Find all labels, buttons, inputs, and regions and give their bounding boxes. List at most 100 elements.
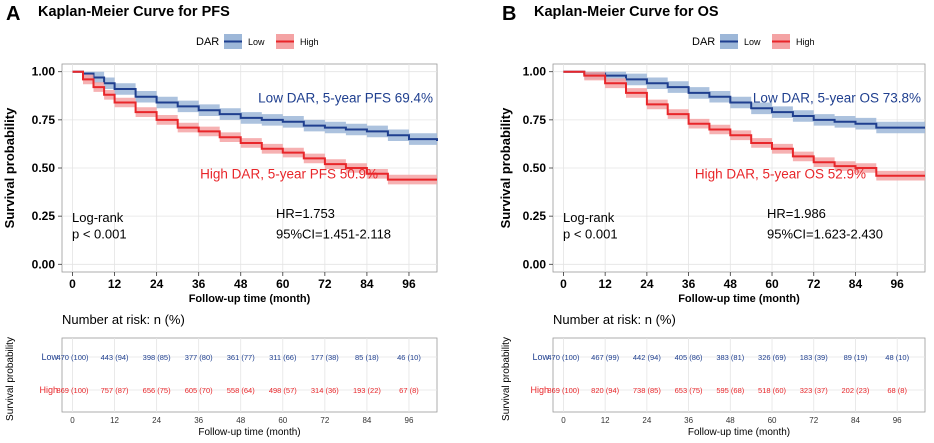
risk-cell: 89 (19)	[844, 353, 868, 362]
risk-cell: 46 (10)	[397, 353, 421, 362]
x-tick-label: 96	[891, 277, 905, 291]
y-axis-title: Survival probability	[498, 107, 513, 228]
x-tick-label: 96	[402, 277, 416, 291]
risk-cell: 383 (81)	[716, 353, 744, 362]
risk-table-area	[552, 337, 926, 413]
y-tick-label: 0.00	[523, 257, 547, 271]
x-tick-label: 60	[765, 277, 779, 291]
risk-x-tick-label: 96	[405, 416, 414, 425]
risk-x-tick-label: 84	[851, 416, 860, 425]
risk-x-tick-label: 72	[809, 416, 818, 425]
risk-x-tick-label: 48	[726, 416, 735, 425]
risk-x-tick-label: 60	[768, 416, 777, 425]
risk-cell: 48 (10)	[885, 353, 909, 362]
confidence-interval: 95%CI=1.623-2.430	[767, 226, 883, 241]
risk-x-tick-label: 12	[110, 416, 119, 425]
risk-x-tick-label: 48	[236, 416, 245, 425]
risk-table-area	[61, 337, 438, 413]
risk-x-axis-title: Follow-up time (month)	[688, 427, 790, 438]
risk-cell: 326 (69)	[758, 353, 786, 362]
hazard-ratio: HR=1.753	[276, 206, 335, 221]
risk-cell: 470 (100)	[56, 353, 89, 362]
risk-cell: 467 (99)	[591, 353, 619, 362]
risk-cell: 820 (94)	[591, 386, 619, 395]
risk-x-tick-label: 60	[278, 416, 287, 425]
y-tick-label: 1.00	[523, 65, 547, 79]
risk-x-axis-title: Follow-up time (month)	[198, 427, 300, 438]
risk-x-tick-label: 0	[561, 416, 566, 425]
risk-x-tick-label: 36	[684, 416, 693, 425]
risk-cell: 518 (60)	[758, 386, 786, 395]
risk-cell: 653 (75)	[675, 386, 703, 395]
risk-x-tick-label: 12	[601, 416, 610, 425]
risk-row-label-low: Low	[532, 352, 549, 362]
legend-title: DAR	[692, 36, 715, 48]
y-tick-label: 0.00	[32, 257, 56, 271]
x-tick-label: 72	[318, 277, 332, 291]
y-tick-label: 0.25	[523, 209, 547, 223]
risk-cell: 177 (38)	[311, 353, 339, 362]
x-tick-label: 24	[150, 277, 164, 291]
risk-cell: 405 (86)	[675, 353, 703, 362]
low-dar-annotation: Low DAR, 5-year PFS 69.4%	[258, 91, 433, 106]
x-tick-label: 12	[108, 277, 122, 291]
p-value: p < 0.001	[563, 226, 618, 241]
risk-cell: 869 (100)	[56, 386, 89, 395]
legend-label-high: High	[300, 37, 319, 47]
risk-cell: 443 (94)	[101, 353, 129, 362]
risk-cell: 202 (23)	[841, 386, 869, 395]
risk-row-label-high: High	[530, 385, 549, 395]
y-axis-title: Survival probability	[2, 107, 17, 228]
x-tick-label: 84	[360, 277, 374, 291]
risk-x-tick-label: 96	[893, 416, 902, 425]
risk-cell: 67 (8)	[399, 386, 419, 395]
risk-cell: 377 (80)	[185, 353, 213, 362]
risk-cell: 193 (22)	[353, 386, 381, 395]
risk-y-axis-title: Survival probability	[501, 337, 512, 421]
low-dar-annotation: Low DAR, 5-year OS 73.8%	[753, 91, 921, 106]
panel-letter: B	[502, 3, 516, 25]
y-tick-label: 0.75	[32, 113, 56, 127]
hazard-ratio: HR=1.986	[767, 206, 826, 221]
y-tick-label: 0.50	[32, 161, 56, 175]
x-tick-label: 60	[276, 277, 290, 291]
x-tick-label: 12	[598, 277, 612, 291]
risk-cell: 595 (68)	[716, 386, 744, 395]
x-tick-label: 36	[682, 277, 696, 291]
x-tick-label: 48	[724, 277, 738, 291]
y-tick-label: 0.75	[523, 113, 547, 127]
km-curve-high	[72, 70, 437, 181]
risk-cell: 314 (36)	[311, 386, 339, 395]
risk-x-tick-label: 72	[320, 416, 329, 425]
x-tick-label: 36	[192, 277, 206, 291]
logrank-label: Log-rank	[563, 210, 615, 225]
km-curve-low	[72, 70, 438, 141]
risk-row-label-high: High	[39, 385, 58, 395]
risk-cell: 68 (8)	[887, 386, 907, 395]
high-dar-annotation: High DAR, 5-year OS 52.9%	[695, 167, 866, 182]
high-dar-annotation: High DAR, 5-year PFS 50.9%	[200, 167, 378, 182]
km-curve-low	[563, 70, 925, 129]
risk-x-tick-label: 24	[642, 416, 651, 425]
x-tick-label: 24	[640, 277, 654, 291]
y-tick-label: 1.00	[32, 65, 56, 79]
km-panel-b: B Kaplan-Meier Curve for OS DAR Low High 0 12 2…	[498, 3, 926, 438]
risk-table-title: Number at risk: n (%)	[62, 312, 185, 327]
risk-cell: 442 (94)	[633, 353, 661, 362]
risk-cell: 470 (100)	[547, 353, 580, 362]
risk-row-label-low: Low	[41, 352, 58, 362]
risk-cell: 605 (70)	[185, 386, 213, 395]
risk-cell: 498 (57)	[269, 386, 297, 395]
km-curve-high	[563, 70, 925, 177]
x-axis-title: Follow-up time (month)	[189, 293, 311, 305]
x-tick-label: 72	[807, 277, 821, 291]
risk-cell: 361 (77)	[227, 353, 255, 362]
logrank-label: Log-rank	[72, 210, 124, 225]
legend-label-high: High	[796, 37, 815, 47]
x-tick-label: 48	[234, 277, 248, 291]
km-panel-a: A Kaplan-Meier Curve for PFS DAR Low High 0 12…	[2, 3, 438, 438]
panel-letter: A	[6, 3, 20, 25]
risk-cell: 311 (66)	[269, 353, 297, 362]
